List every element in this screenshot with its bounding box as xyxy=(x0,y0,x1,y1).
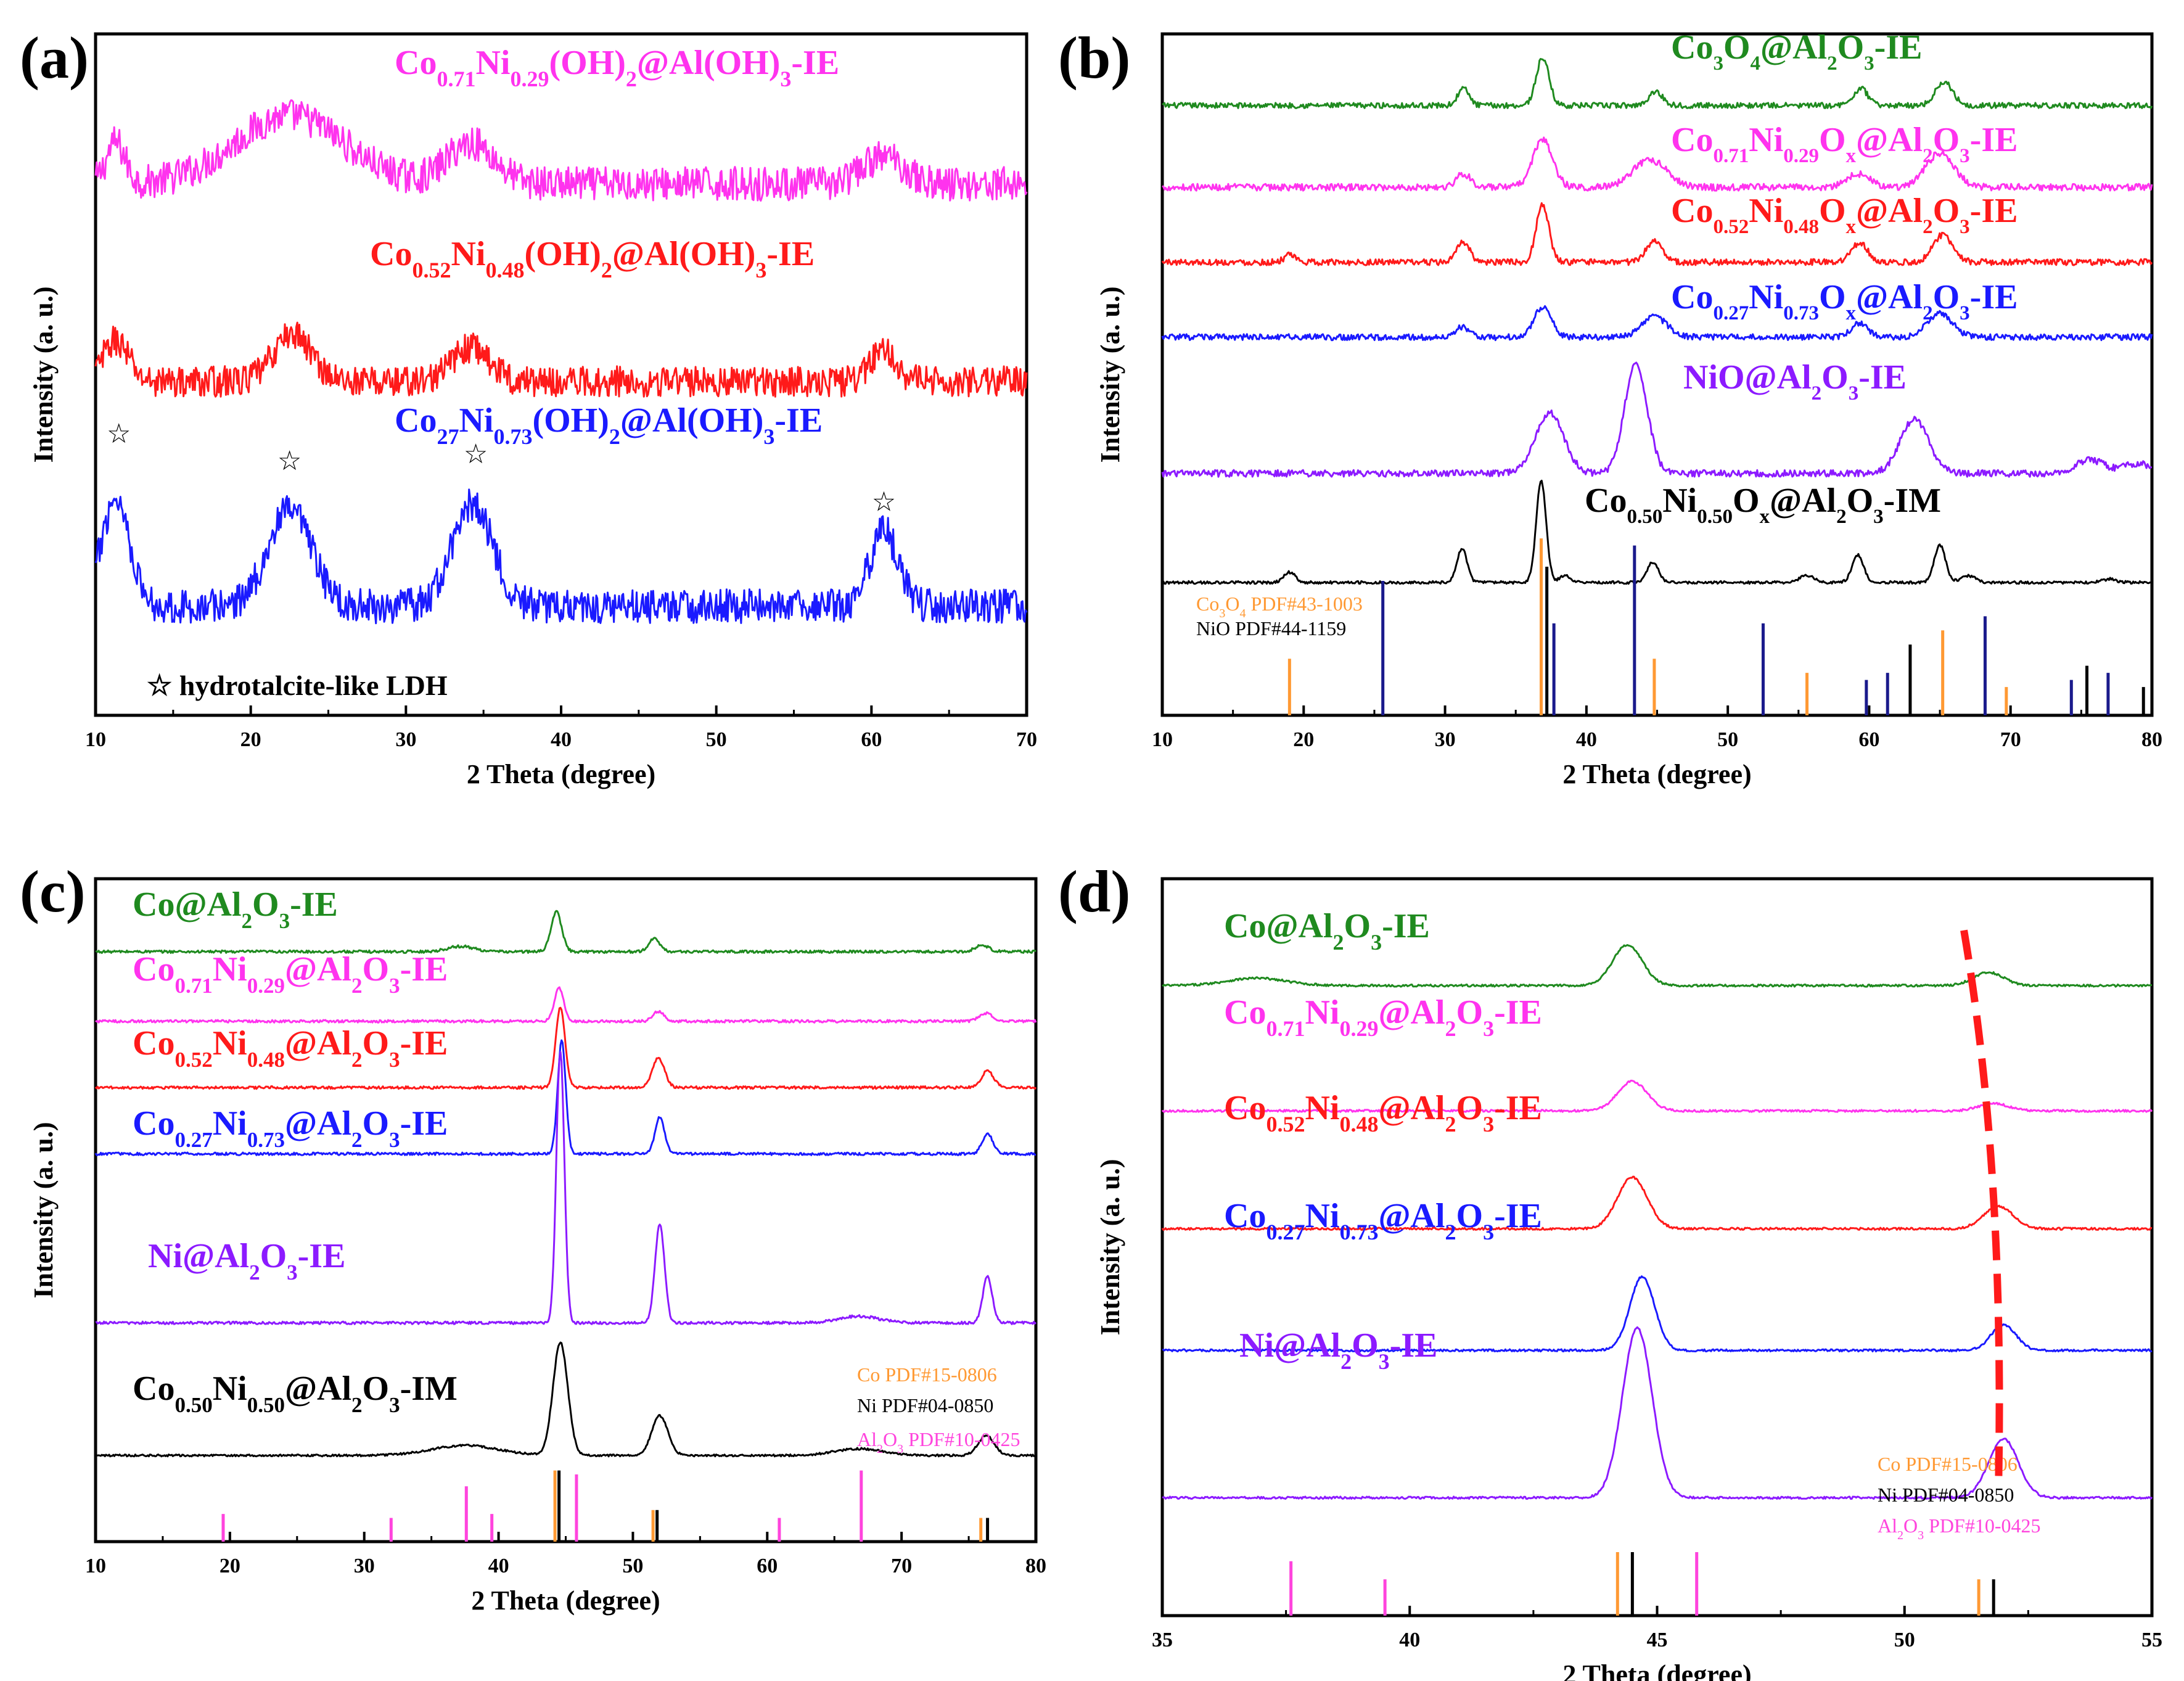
chart-b: 10 20 30 40 50 60 70 80 2 Theta (degree) Intensit… xyxy=(1095,28,2162,789)
x-tick-label: 40 xyxy=(551,728,572,751)
ldh-marker: ☆ xyxy=(107,419,131,449)
series-line xyxy=(95,1051,1037,1325)
x-tick-label: 30 xyxy=(395,728,416,751)
x-tick-label: 35 xyxy=(1152,1629,1173,1651)
x-tick-label: 10 xyxy=(85,728,106,751)
x-tick-label: 30 xyxy=(1435,728,1456,751)
series-label: Co@Al2O3-IE xyxy=(133,886,338,933)
series-label: Co27Ni0.73(OH)2@Al(OH)3-IE xyxy=(395,401,823,449)
x-tick-label: 45 xyxy=(1647,1629,1668,1651)
series-label: Co0.27Ni0.73@Al2O3-IE xyxy=(133,1104,448,1152)
x-tick-label: 50 xyxy=(1894,1629,1915,1651)
series-label: Co0.50Ni0.50Ox@Al2O3-IM xyxy=(1585,482,1941,528)
x-tick-label: 40 xyxy=(1399,1629,1420,1651)
y-axis-title: Intensity (a. u.) xyxy=(1095,1159,1125,1335)
series-label: Ni@Al2O3-IE xyxy=(1239,1326,1437,1374)
series-line xyxy=(1161,361,2153,478)
series-line xyxy=(1162,1275,2153,1353)
chart-c: 10 20 30 40 50 60 70 80 2 Theta (degree) Intensit… xyxy=(28,877,1046,1616)
series-label: Co@Al2O3-IE xyxy=(1224,907,1430,955)
series-line xyxy=(1162,136,2153,192)
legend-note: ☆ hydrotalcite-like LDH xyxy=(147,670,448,701)
reference-label: Co3O4 PDF#43-1003 xyxy=(1196,593,1363,620)
series-line xyxy=(1161,202,2153,266)
series-line xyxy=(1162,480,2153,585)
x-tick-label: 60 xyxy=(757,1555,778,1577)
reference-label: Ni PDF#04-0850 xyxy=(857,1394,993,1416)
panel-label-a: (a) xyxy=(20,25,89,91)
chart-d: 35 40 45 50 55 2 Theta (degree) Intensity (a. … xyxy=(1095,877,2162,1681)
y-axis-title: Intensity (a. u.) xyxy=(28,286,59,462)
x-tick-label: 50 xyxy=(1717,728,1738,751)
x-tick-label: 70 xyxy=(1016,728,1037,751)
reference-label: Ni PDF#04-0850 xyxy=(1878,1484,2014,1506)
x-tick-label: 50 xyxy=(622,1555,643,1577)
series-label: Co0.71Ni0.29Ox@Al2O3-IE xyxy=(1671,121,2018,167)
series-label: Ni@Al2O3-IE xyxy=(148,1237,345,1284)
series-label: Co0.27Ni0.73@Al2O3-IE xyxy=(1224,1197,1542,1244)
reference-label: Al2O3 PDF#10-0425 xyxy=(1878,1515,2040,1542)
y-axis-title: Intensity (a. u.) xyxy=(28,1122,59,1298)
series-label: Co0.71Ni0.29@Al2O3-IE xyxy=(133,950,448,998)
panel-label-b: (b) xyxy=(1058,25,1131,91)
series-line xyxy=(94,99,1028,202)
series-line xyxy=(94,1039,1037,1156)
series-line xyxy=(94,321,1028,398)
ldh-marker: ☆ xyxy=(464,439,488,469)
x-tick-label: 30 xyxy=(354,1555,375,1577)
x-tick-label: 80 xyxy=(1025,1555,1046,1577)
panel-label-d: (d) xyxy=(1058,858,1131,924)
x-tick-label: 20 xyxy=(240,728,261,751)
series-line xyxy=(95,910,1037,954)
x-tick-label: 60 xyxy=(1858,728,1879,751)
x-tick-label: 20 xyxy=(1293,728,1314,751)
x-tick-label: 10 xyxy=(85,1555,106,1577)
series-label: Co0.52Ni0.48Ox@Al2O3-IE xyxy=(1671,192,2018,238)
reference-label: NiO PDF#44-1159 xyxy=(1196,617,1346,639)
series-line xyxy=(1161,305,2153,342)
x-axis-title: 2 Theta (degree) xyxy=(471,1585,660,1616)
x-tick-label: 20 xyxy=(220,1555,240,1577)
y-axis-title: Intensity (a. u.) xyxy=(1095,286,1125,462)
series-label: Co0.71Ni0.29(OH)2@Al(OH)3-IE xyxy=(395,44,839,91)
x-axis-title: 2 Theta (degree) xyxy=(1562,1659,1751,1681)
series-label: Co0.52Ni0.48@Al2O3-IE xyxy=(133,1024,448,1072)
x-tick-label: 70 xyxy=(2000,728,2021,751)
series-line xyxy=(94,1006,1037,1090)
series-line xyxy=(1161,1175,2153,1231)
series-line xyxy=(94,488,1028,625)
x-tick-label: 40 xyxy=(1576,728,1597,751)
series-line xyxy=(95,1341,1037,1458)
x-axis-title: 2 Theta (degree) xyxy=(467,759,655,789)
reference-label: Co PDF#15-0806 xyxy=(1878,1453,2018,1475)
series-line xyxy=(1162,58,2153,109)
chart-a: 10 20 30 40 50 60 70 2 Theta (degree) Intensity … xyxy=(28,32,1037,789)
series-label: Co3O4@Al2O3-IE xyxy=(1671,28,1922,75)
reference-label: Al2O3 PDF#10-0425 xyxy=(857,1428,1020,1456)
x-tick-label: 50 xyxy=(706,728,727,751)
series-label: Co0.52Ni0.48(OH)2@Al(OH)3-IE xyxy=(370,235,815,282)
x-tick-label: 40 xyxy=(488,1555,509,1577)
series-line xyxy=(95,986,1037,1024)
x-tick-label: 70 xyxy=(891,1555,912,1577)
x-tick-label: 80 xyxy=(2141,728,2162,751)
ldh-marker: ☆ xyxy=(872,487,896,517)
series-label: Co0.27Ni0.73Ox@Al2O3-IE xyxy=(1671,278,2018,324)
x-axis-title: 2 Theta (degree) xyxy=(1562,759,1751,789)
reference-label: Co PDF#15-0806 xyxy=(857,1363,997,1386)
panel-label-c: (c) xyxy=(20,858,86,924)
x-tick-label: 10 xyxy=(1152,728,1173,751)
x-tick-label: 55 xyxy=(2141,1629,2162,1651)
ldh-marker: ☆ xyxy=(277,446,302,476)
x-tick-label: 60 xyxy=(861,728,882,751)
series-label: Co0.50Ni0.50@Al2O3-IM xyxy=(133,1370,458,1417)
series-label: Co0.71Ni0.29@Al2O3-IE xyxy=(1224,993,1542,1041)
peak-shift-guide xyxy=(1960,929,2003,1484)
series-line xyxy=(1162,1326,2153,1500)
series-line xyxy=(1162,944,2153,988)
series-label: Co0.52Ni0.48@Al2O3-IE xyxy=(1224,1089,1542,1136)
series-label: NiO@Al2O3-IE xyxy=(1683,358,1907,405)
